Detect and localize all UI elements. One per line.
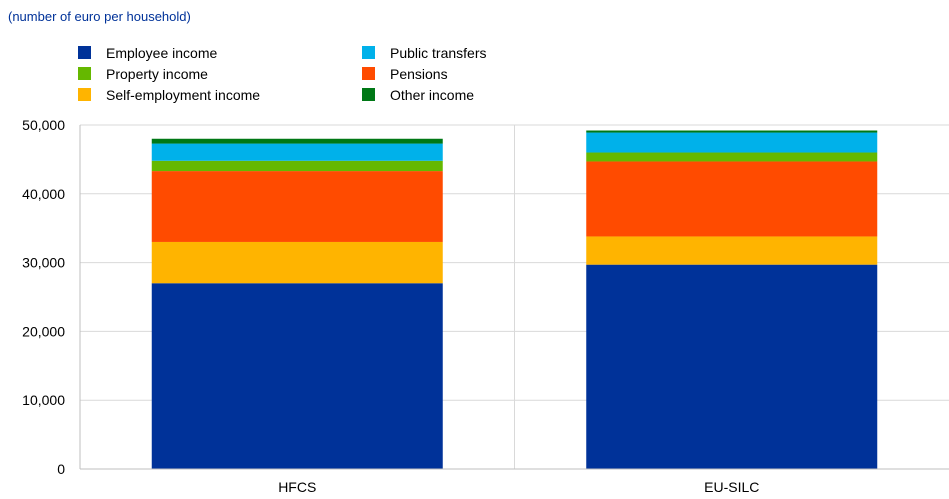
y-tick-label: 10,000 [22, 392, 65, 408]
legend-swatch-self-employment-income [78, 88, 91, 101]
legend-swatch-property-income [78, 67, 91, 80]
chart-subtitle: (number of euro per household) [8, 9, 191, 24]
bar-hfcs-other-income [151, 138, 443, 144]
bar-hfcs-property-income [151, 160, 443, 172]
legend-swatch-other-income [362, 88, 375, 101]
bar-hfcs-self-employment-income [151, 241, 443, 284]
y-tick-label: 30,000 [22, 255, 65, 271]
legend-swatch-pensions [362, 67, 375, 80]
legend-swatch-employee-income [78, 46, 91, 59]
legend-label-employee-income: Employee income [106, 45, 217, 61]
bar-hfcs-pensions [151, 171, 443, 242]
x-tick-label: EU-SILC [704, 479, 759, 495]
bar-eu-silc-pensions [586, 161, 878, 237]
bar-hfcs-public-transfers [151, 143, 443, 161]
y-tick-label: 20,000 [22, 323, 65, 339]
legend-label-pensions: Pensions [390, 66, 448, 82]
legend-label-property-income: Property income [106, 66, 208, 82]
bar-eu-silc-public-transfers [586, 132, 878, 153]
bar-eu-silc-property-income [586, 152, 878, 162]
legend-label-self-employment-income: Self-employment income [106, 87, 260, 103]
bar-hfcs-employee-income [151, 283, 443, 469]
bar-eu-silc-self-employment-income [586, 236, 878, 265]
chart-bars [151, 130, 878, 469]
legend-label-other-income: Other income [390, 87, 474, 103]
y-tick-label: 40,000 [22, 186, 65, 202]
y-tick-label: 50,000 [22, 117, 65, 133]
legend-swatch-public-transfers [362, 46, 375, 59]
chart-legend: Employee income Property income Self-emplo… [78, 45, 486, 103]
y-tick-label: 0 [57, 461, 65, 477]
bar-eu-silc-employee-income [586, 264, 878, 469]
x-tick-label: HFCS [278, 479, 316, 495]
bar-eu-silc-other-income [586, 130, 878, 133]
legend-label-public-transfers: Public transfers [390, 45, 486, 61]
chart-axes: 0 10,000 20,000 30,000 40,000 50,000 HFCS EU-SI… [22, 117, 949, 495]
